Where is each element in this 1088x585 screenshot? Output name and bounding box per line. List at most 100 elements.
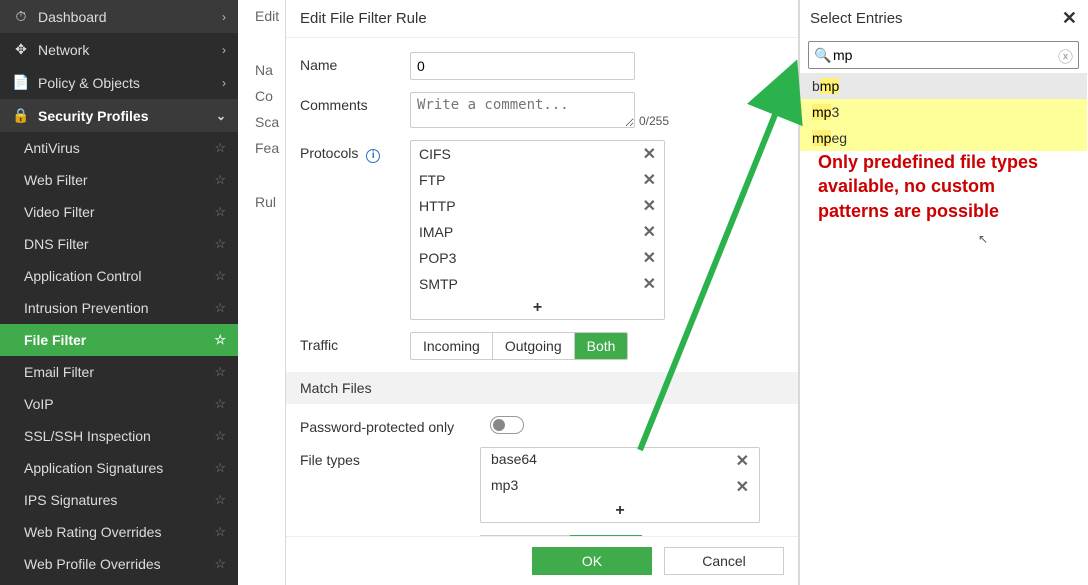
clear-icon[interactable]: ⓧ — [1058, 46, 1073, 67]
traffic-label: Traffic — [300, 332, 410, 353]
star-icon[interactable]: ☆ — [214, 300, 226, 316]
protocol-item: CIFS✕ — [411, 141, 664, 167]
protocol-name: FTP — [419, 172, 445, 188]
protocol-item: FTP ✕ — [411, 167, 664, 193]
comments-count: 0/255 — [639, 114, 669, 128]
sidebar-label: DNS Filter — [24, 236, 214, 252]
chevron-right-icon: › — [222, 76, 226, 90]
remove-icon[interactable]: ✕ — [643, 248, 656, 268]
sidebar-label: Video Filter — [24, 204, 214, 220]
sidebar-item-security-profiles[interactable]: 🔒 Security Profiles ⌄ — [0, 99, 238, 132]
cursor-icon: ↖ — [978, 232, 988, 246]
sidebar-sub-item[interactable]: Intrusion Prevention☆ — [0, 292, 238, 324]
star-icon[interactable]: ☆ — [214, 332, 226, 348]
info-icon[interactable]: i — [366, 149, 380, 163]
protocols-add[interactable]: + — [411, 297, 664, 319]
sidebar-item[interactable]: ⏱Dashboard› — [0, 0, 238, 33]
protocols-label: Protocols i — [300, 140, 410, 163]
sidebar-label: Web Rating Overrides — [24, 524, 214, 540]
sidebar-sub-item[interactable]: Web Filter☆ — [0, 164, 238, 196]
sidebar-sub-item[interactable]: Web Rating Overrides☆ — [0, 516, 238, 548]
star-icon[interactable]: ☆ — [214, 236, 226, 252]
remove-icon[interactable]: ✕ — [736, 451, 749, 471]
traffic-option[interactable]: Both — [575, 333, 628, 359]
filetype-name: base64 — [491, 451, 537, 471]
traffic-option[interactable]: Outgoing — [493, 333, 575, 359]
star-icon[interactable]: ☆ — [214, 396, 226, 412]
remove-icon[interactable]: ✕ — [643, 274, 656, 294]
sidebar-sub-item[interactable]: Video Filter☆ — [0, 196, 238, 228]
sidebar: ⏱Dashboard›✥Network›📄Policy & Objects› 🔒… — [0, 0, 238, 585]
sidebar-label: Policy & Objects — [38, 75, 222, 91]
star-icon[interactable]: ☆ — [214, 460, 226, 476]
filetypes-add[interactable]: + — [481, 500, 759, 522]
sidebar-label: VoIP — [24, 396, 214, 412]
remove-icon[interactable]: ✕ — [643, 222, 656, 242]
star-icon[interactable]: ☆ — [214, 492, 226, 508]
pwd-label: Password-protected only — [300, 414, 490, 435]
behind-panel: Edit Na Co Sca Fea Rul — [255, 8, 279, 220]
sidebar-label: File Filter — [24, 332, 214, 348]
close-icon[interactable]: ✕ — [1062, 8, 1077, 29]
sidebar-item[interactable]: 🖵VPN› — [0, 580, 238, 585]
star-icon[interactable]: ☆ — [214, 140, 226, 156]
star-icon[interactable]: ☆ — [214, 524, 226, 540]
sidebar-item[interactable]: ✥ Network› — [0, 33, 238, 66]
protocols-list: CIFS✕FTP✕HTTP✕IMAP✕POP3✕SMTP✕ + — [410, 140, 665, 320]
filetypes-list: base64✕mp3✕ + — [480, 447, 760, 523]
nav-icon: 📄 — [12, 74, 30, 91]
remove-icon[interactable]: ✕ — [643, 196, 656, 216]
sidebar-sub-item[interactable]: IPS Signatures☆ — [0, 484, 238, 516]
annotation-text: Only predefined file types available, no… — [818, 150, 1058, 223]
name-input[interactable] — [410, 52, 635, 80]
star-icon[interactable]: ☆ — [214, 556, 226, 572]
ok-button[interactable]: OK — [532, 547, 652, 575]
star-icon[interactable]: ☆ — [214, 268, 226, 284]
remove-icon[interactable]: ✕ — [736, 477, 749, 497]
star-icon[interactable]: ☆ — [214, 428, 226, 444]
sidebar-label: SSL/SSH Inspection — [24, 428, 214, 444]
chevron-right-icon: › — [222, 43, 226, 57]
sidebar-label: AntiVirus — [24, 140, 214, 156]
remove-icon[interactable]: ✕ — [643, 170, 656, 190]
entry-item[interactable]: bmp — [800, 73, 1087, 99]
sidebar-item[interactable]: 📄 Policy & Objects› — [0, 66, 238, 99]
sidebar-label: Web Filter — [24, 172, 214, 188]
star-icon[interactable]: ☆ — [214, 364, 226, 380]
traffic-option[interactable]: Incoming — [411, 333, 493, 359]
protocol-item: POP3 ✕ — [411, 245, 664, 271]
sidebar-sub-item[interactable]: Email Filter☆ — [0, 356, 238, 388]
entry-item[interactable]: mp3 — [800, 99, 1087, 125]
star-icon[interactable]: ☆ — [214, 204, 226, 220]
nav-icon: ✥ — [12, 41, 30, 58]
select-entries-panel: Select Entries ✕ 🔍 ⓧ bmpmp3mpeg — [799, 0, 1087, 585]
remove-icon[interactable]: ✕ — [643, 144, 656, 164]
sidebar-sub-item[interactable]: VoIP☆ — [0, 388, 238, 420]
pwd-toggle[interactable] — [490, 416, 524, 434]
sidebar-sub-item[interactable]: Application Control☆ — [0, 260, 238, 292]
sidebar-sub-item[interactable]: SSL/SSH Inspection☆ — [0, 420, 238, 452]
entry-item[interactable]: mpeg — [800, 125, 1087, 151]
filetypes-label: File types — [300, 447, 410, 468]
sidebar-sub-item[interactable]: Web Profile Overrides☆ — [0, 548, 238, 580]
protocol-name: POP3 — [419, 250, 456, 266]
sidebar-label: Security Profiles — [38, 108, 216, 124]
protocol-item: HTTP✕ — [411, 193, 664, 219]
sidebar-sub-item[interactable]: DNS Filter☆ — [0, 228, 238, 260]
sidebar-sub-item[interactable]: AntiVirus☆ — [0, 132, 238, 164]
entries-title: Select Entries — [810, 10, 903, 27]
protocol-item: IMAP✕ — [411, 219, 664, 245]
sidebar-sub-item[interactable]: File Filter☆ — [0, 324, 238, 356]
sidebar-label: IPS Signatures — [24, 492, 214, 508]
sidebar-label: Application Control — [24, 268, 214, 284]
sidebar-sub-item[interactable]: Application Signatures☆ — [0, 452, 238, 484]
match-files-header: Match Files — [286, 372, 798, 404]
cancel-button[interactable]: Cancel — [664, 547, 784, 575]
star-icon[interactable]: ☆ — [214, 172, 226, 188]
protocol-name: SMTP — [419, 276, 458, 292]
nav-icon: ⏱ — [12, 8, 30, 25]
entries-search-input[interactable] — [808, 41, 1079, 69]
lock-icon: 🔒 — [12, 107, 30, 124]
comments-input[interactable] — [410, 92, 635, 128]
sidebar-label: Network — [38, 42, 222, 58]
